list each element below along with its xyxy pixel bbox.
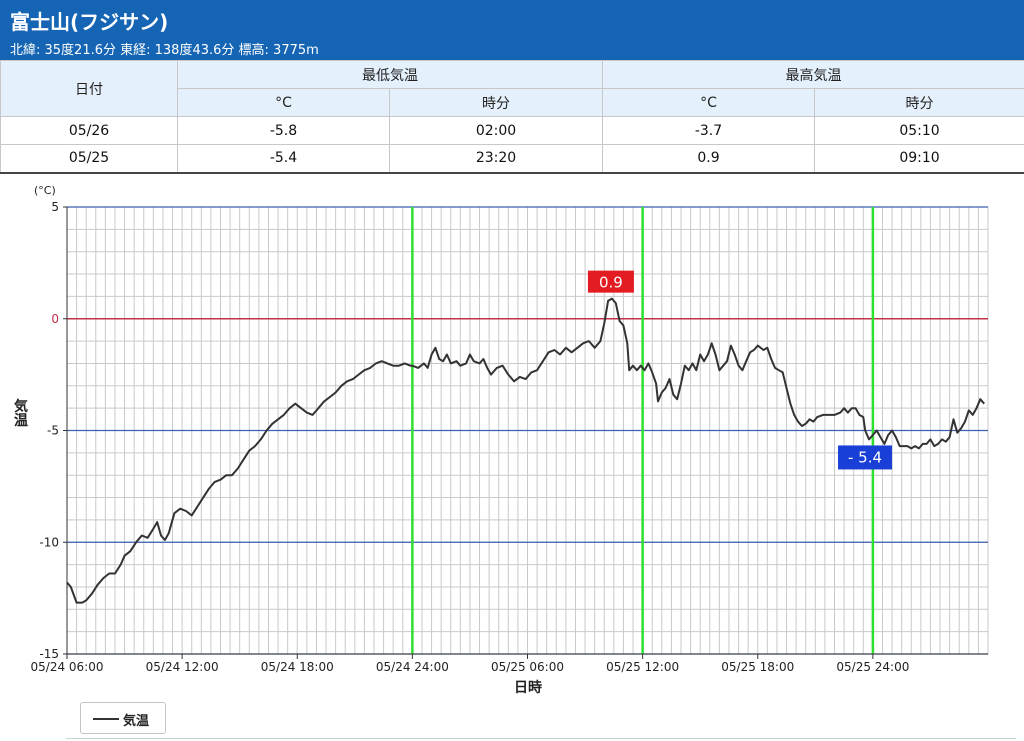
- max-unit-header: °C: [602, 88, 815, 117]
- row-max-time: 09:10: [814, 144, 1024, 174]
- x-tick-label: 05/25 24:00: [836, 660, 909, 674]
- x-tick-label: 05/24 24:00: [376, 660, 449, 674]
- temperature-stats-table: 日付 最低気温 最高気温 °C 時分 °C 時分 05/26 -5.8 02:0…: [0, 60, 1024, 174]
- station-coordinates: 北緯: 35度21.6分 東経: 138度43.6分 標高: 3775m: [10, 43, 319, 58]
- row-min-time: 02:00: [389, 116, 603, 145]
- max-time-header: 時分: [814, 88, 1024, 117]
- x-tick-label: 05/25 12:00: [606, 660, 679, 674]
- table-row: 05/26 -5.8 02:00 -3.7 05:10: [0, 116, 1024, 145]
- y-axis-title: 気温: [12, 398, 28, 427]
- row-max-temp: 0.9: [602, 144, 815, 174]
- station-title: 富士山(フジサン): [10, 10, 169, 34]
- x-axis-title: 日時: [514, 679, 542, 696]
- x-tick-label: 05/25 18:00: [721, 660, 794, 674]
- table-row: 05/25 -5.4 23:20 0.9 09:10: [0, 144, 1024, 174]
- max-temp-header: 最高気温: [602, 60, 1024, 89]
- min-unit-header: °C: [177, 88, 390, 117]
- y-unit-label: (°C): [34, 184, 56, 197]
- row-max-time: 05:10: [814, 116, 1024, 145]
- y-tick-label: 0: [51, 312, 59, 326]
- y-tick-label: -10: [39, 535, 59, 549]
- footer-divider: [66, 738, 1016, 739]
- y-tick-label: -15: [39, 647, 59, 661]
- max-annotation-label: 0.9: [599, 274, 623, 292]
- legend-label: 気温: [123, 714, 150, 729]
- x-tick-label: 05/24 18:00: [261, 660, 334, 674]
- station-header: 富士山(フジサン) 北緯: 35度21.6分 東経: 138度43.6分 標高:…: [0, 0, 1024, 60]
- max-annotation-box: [587, 270, 634, 293]
- y-tick-label: -5: [47, 424, 59, 438]
- x-tick-label: 05/25 06:00: [491, 660, 564, 674]
- legend-line-swatch: [93, 718, 119, 720]
- row-date: 05/26: [0, 116, 178, 145]
- temperature-series-line: [66, 297, 985, 604]
- date-column-header: 日付: [0, 60, 178, 117]
- x-tick-label: 05/24 12:00: [146, 660, 219, 674]
- min-annotation-label: - 5.4: [848, 448, 882, 466]
- min-temp-header: 最低気温: [177, 60, 603, 89]
- row-min-temp: -5.4: [177, 144, 390, 174]
- row-min-temp: -5.8: [177, 116, 390, 145]
- x-tick-label: 05/24 06:00: [31, 660, 104, 674]
- min-time-header: 時分: [389, 88, 603, 117]
- min-annotation-box: [838, 445, 893, 470]
- row-min-time: 23:20: [389, 144, 603, 174]
- row-max-temp: -3.7: [602, 116, 815, 145]
- y-tick-label: 5: [51, 200, 59, 214]
- chart-legend[interactable]: 気温: [80, 702, 166, 734]
- row-date: 05/25: [0, 144, 178, 174]
